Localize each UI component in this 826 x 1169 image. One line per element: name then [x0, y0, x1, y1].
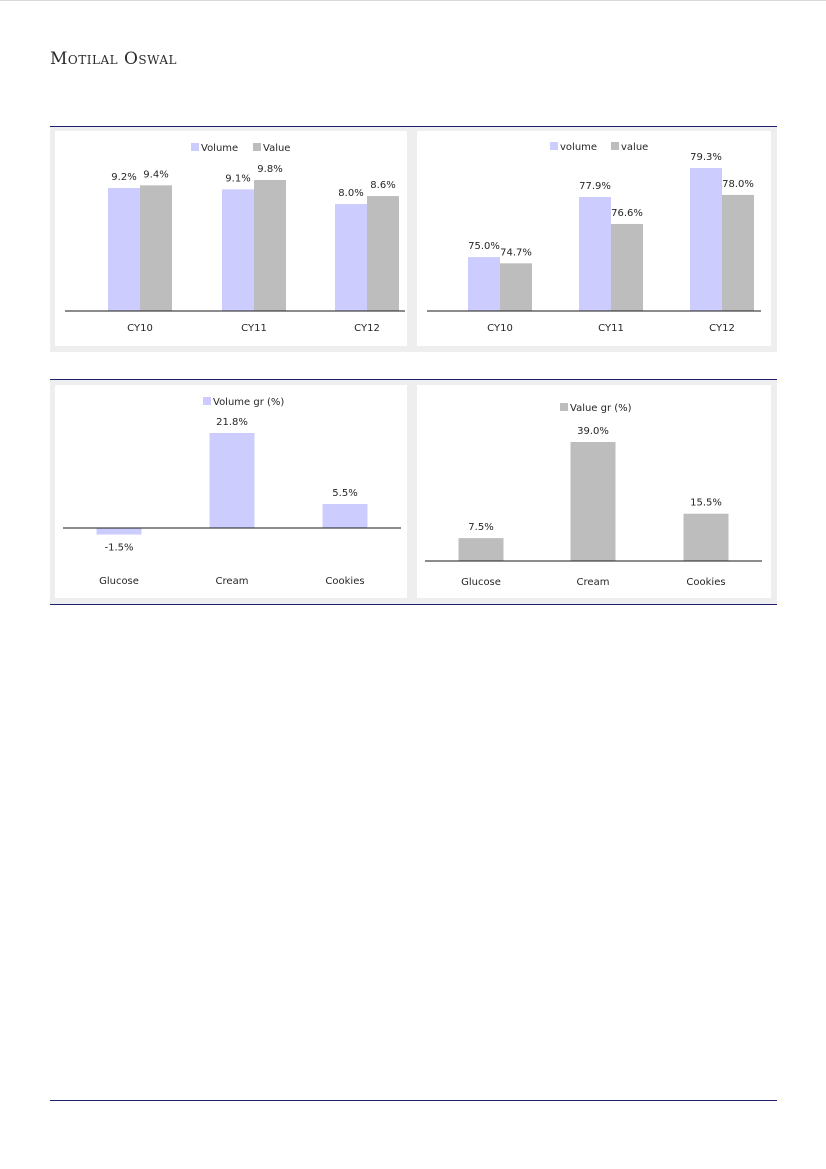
bar-glucose-1 — [96, 528, 142, 535]
bar-cy12-2 — [722, 194, 754, 311]
data-label-cy11-2: 9.8% — [257, 164, 282, 175]
category-label-cookies: Cookies — [325, 576, 364, 587]
data-label-cy10-2: 74.7% — [500, 247, 532, 258]
legend-label-2: value — [621, 142, 648, 153]
bar-cy10-1 — [468, 257, 500, 311]
chart-panel-2: volume value 75.0% 74.7% CY10 77.9% 76.6% CY11 7… — [413, 127, 777, 352]
category-label-cy12: CY12 — [354, 323, 380, 334]
bar-cy11-1 — [579, 197, 611, 311]
data-label-cream-1: 39.0% — [577, 426, 609, 437]
category-label-cy11: CY11 — [598, 323, 624, 334]
chart-volume-growth-by-segment: Volume gr (%) -1.5% Glucose 21.8% Cream 5.5% C… — [63, 397, 401, 587]
data-label-cy12-2: 78.0% — [722, 179, 754, 190]
data-label-cy12-1: 79.3% — [690, 152, 722, 163]
bar-cy10-2 — [140, 185, 172, 311]
data-label-cream-1: 21.8% — [216, 417, 248, 428]
chart-panel-3: Volume gr (%) -1.5% Glucose 21.8% Cream 5.5% C… — [50, 380, 413, 604]
category-label-glucose: Glucose — [99, 576, 139, 587]
legend-swatch-1 — [191, 143, 199, 151]
bar-cream-1 — [570, 442, 616, 561]
bar-glucose-1 — [458, 538, 504, 561]
data-label-cy10-1: 75.0% — [468, 241, 500, 252]
section-rule-top — [50, 126, 777, 127]
bar-cy10-1 — [108, 188, 140, 311]
chart-value-growth-by-segment: Value gr (%) 7.5% Glucose 39.0% Cream 15.5% Co… — [425, 403, 762, 588]
bar-cy12-2 — [367, 196, 399, 311]
legend-label-2: Value — [263, 143, 290, 154]
legend-swatch-1 — [203, 397, 211, 405]
legend-swatch-1 — [560, 403, 568, 411]
category-label-glucose: Glucose — [461, 577, 501, 588]
legend-label-1: Volume — [201, 143, 238, 154]
category-label-cy10: CY10 — [127, 323, 153, 334]
category-label-cookies: Cookies — [686, 577, 725, 588]
data-label-cy12-1: 8.0% — [338, 188, 363, 199]
chart-volume-value-share: volume value 75.0%74.7% CY10 77.9% 76.6% CY11 7… — [427, 142, 761, 334]
chart-panel-1: Volume Value 9.2% 9.4% CY10 9.1% 9.8% CY11 8.0% 8… — [50, 127, 413, 352]
bar-cream-1 — [209, 433, 255, 528]
brand-logo: Motilal Oswal — [50, 49, 178, 69]
footer-rule — [50, 1100, 777, 1101]
legend-swatch-2 — [253, 143, 261, 151]
bar-cy11-2 — [254, 180, 286, 311]
bar-cy11-1 — [222, 189, 254, 311]
category-label-cy10: CY10 — [487, 323, 513, 334]
legend-swatch-2 — [611, 142, 619, 150]
section-rule-middle — [50, 379, 777, 380]
legend-label-1: Volume gr (%) — [213, 397, 284, 408]
category-label-cream: Cream — [577, 577, 610, 588]
legend-label-1: Value gr (%) — [570, 403, 632, 414]
bar-cy10-2 — [500, 263, 532, 311]
chart-volume-value-growth: Volume Value 9.2% 9.4% CY10 9.1% 9.8% CY11 8.0% 8… — [65, 143, 405, 334]
data-label-cookies-1: 15.5% — [690, 498, 722, 509]
section-rule-lower — [50, 604, 777, 605]
data-label-cy11-2: 76.6% — [611, 208, 643, 219]
data-label-cy12-2: 8.6% — [370, 180, 395, 191]
data-label-cy11-1: 9.1% — [225, 173, 250, 184]
bar-cy11-2 — [611, 223, 643, 311]
data-label-cy10-1: 9.2% — [111, 172, 136, 183]
data-label-cy10-2: 9.4% — [143, 169, 168, 180]
category-label-cream: Cream — [216, 576, 249, 587]
bar-cookies-1 — [322, 504, 368, 528]
data-label-glucose-1: -1.5% — [104, 543, 133, 554]
chart-panel-4: Value gr (%) 7.5% Glucose 39.0% Cream 15.5% Co… — [413, 380, 777, 604]
category-label-cy11: CY11 — [241, 323, 267, 334]
bar-cy12-1 — [690, 168, 722, 311]
legend-label-1: volume — [560, 142, 597, 153]
data-label-glucose-1: 7.5% — [468, 522, 493, 533]
category-label-cy12: CY12 — [709, 323, 735, 334]
data-label-cookies-1: 5.5% — [332, 488, 357, 499]
bar-cookies-1 — [683, 513, 729, 561]
top-edge-line — [0, 0, 826, 1]
data-label-cy11-1: 77.9% — [579, 181, 611, 192]
legend-swatch-1 — [550, 142, 558, 150]
bar-cy12-1 — [335, 204, 367, 311]
